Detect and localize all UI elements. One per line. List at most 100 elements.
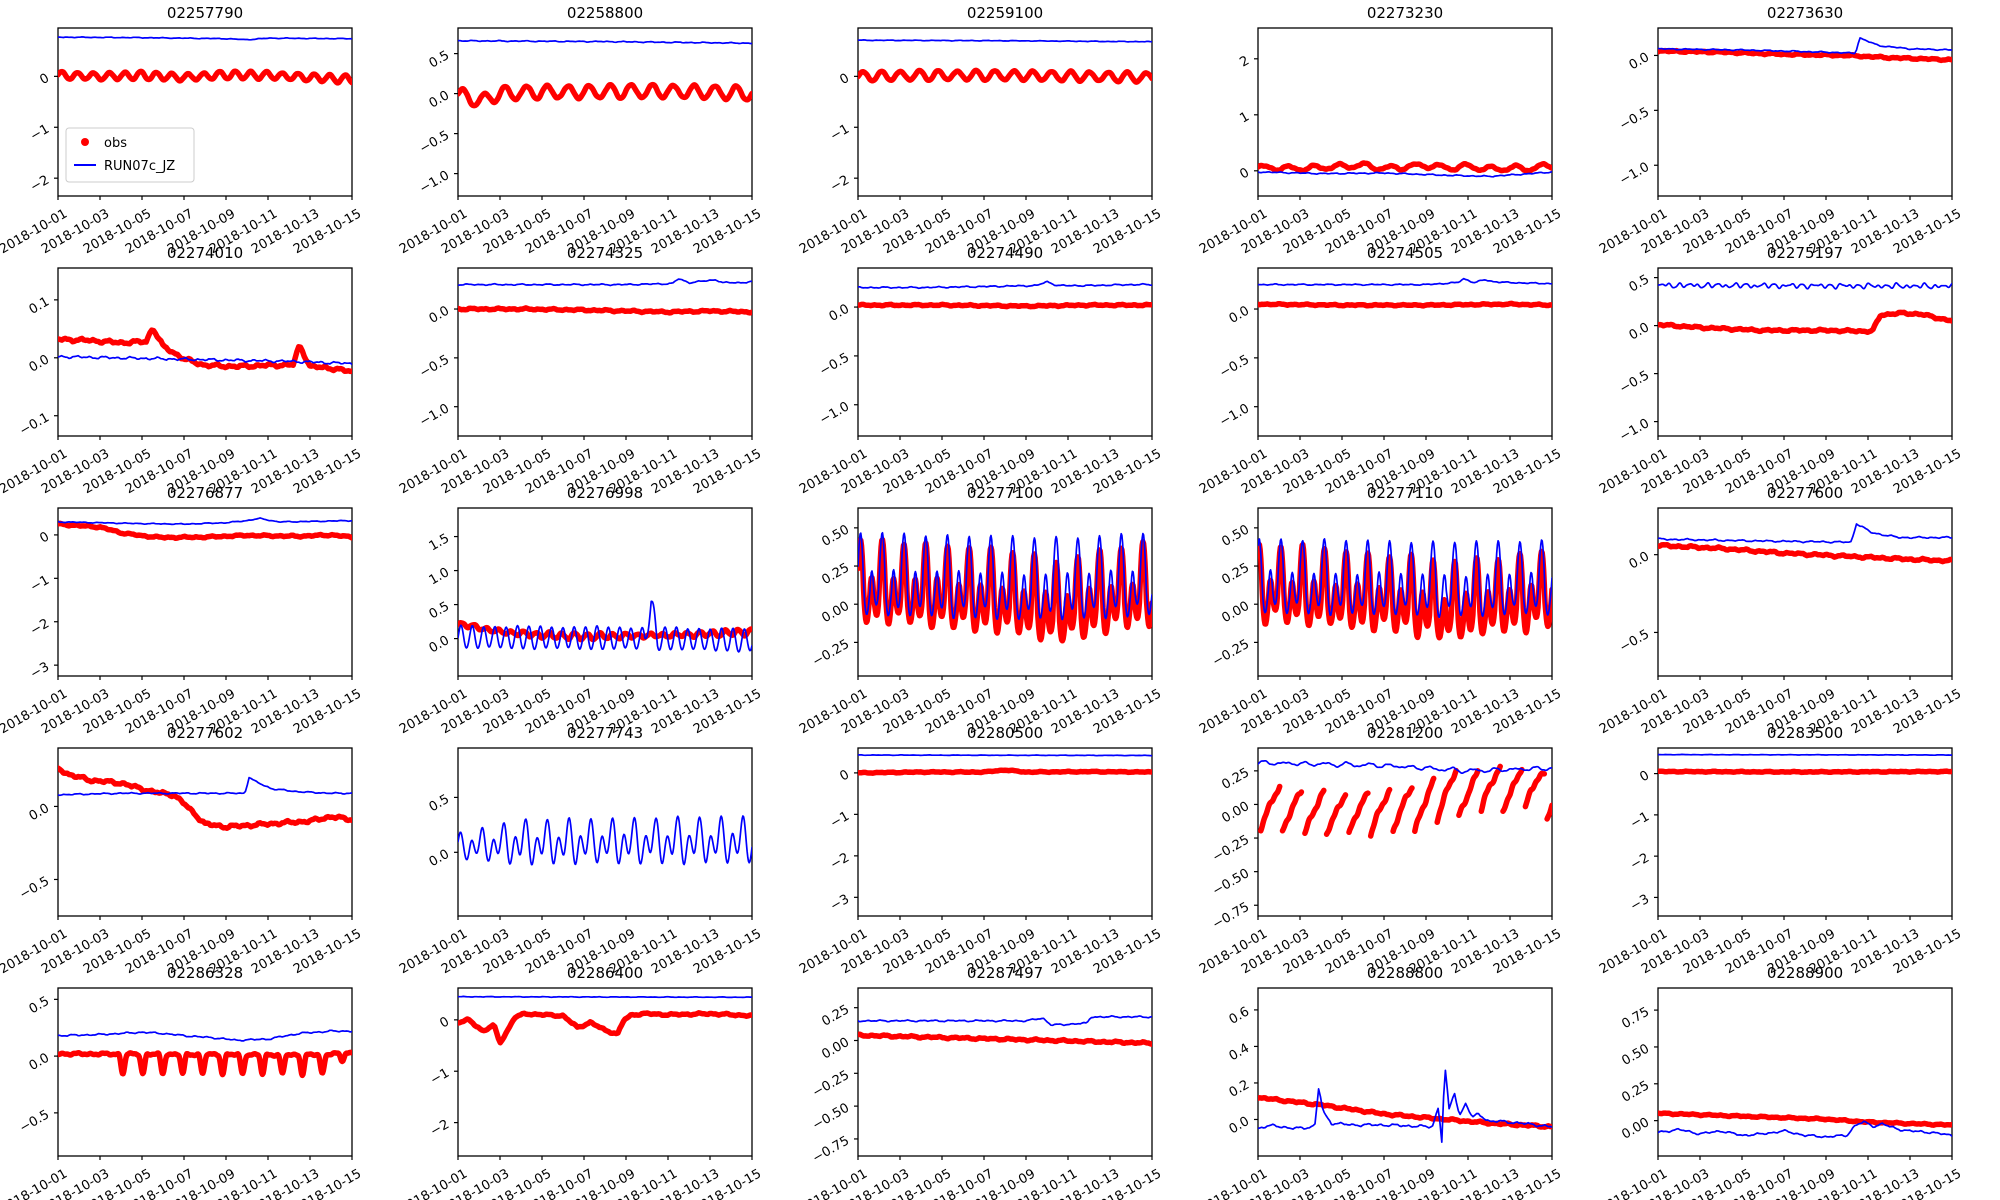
plot-area (58, 327, 352, 375)
model-series (1658, 37, 1952, 55)
axes-frame (1657, 987, 1953, 1157)
y-tick-label: −0.25 (810, 1068, 852, 1101)
axes-frame (1657, 507, 1953, 677)
y-tick-label: 0.2 (1227, 1077, 1252, 1100)
y-tick-label: 1.0 (427, 565, 452, 588)
plot-area (1258, 277, 1552, 309)
axes-frame (1657, 27, 1953, 197)
subplot-02273630: 022736302018-10-012018-10-032018-10-0520… (1597, 4, 1964, 257)
model-series (1258, 759, 1552, 775)
axes-frame (457, 987, 753, 1157)
y-tick-label: −1.0 (417, 401, 452, 430)
model-series (458, 815, 752, 866)
subplot-02259100: 022591002018-10-012018-10-032018-10-0520… (797, 4, 1164, 257)
y-tick-label: 0.0 (1227, 1114, 1252, 1137)
y-tick-label: 0 (1637, 768, 1652, 785)
subplot-02258800: 022588002018-10-012018-10-032018-10-0520… (397, 4, 764, 257)
plot-area (1658, 1110, 1952, 1139)
axes-frame (1257, 267, 1553, 437)
legend: obs RUN07c_JZ (65, 127, 195, 183)
subplot-title: 02257790 (167, 4, 243, 22)
y-tick-label: −1 (828, 122, 852, 145)
y-tick-label: 2 (1237, 53, 1252, 70)
obs-series (1658, 768, 1952, 776)
y-tick-label: 0.5 (427, 792, 452, 815)
y-tick-label: 0.0 (427, 88, 452, 111)
y-tick-label: −2 (28, 173, 52, 196)
subplot-02257790: 022577902018-10-012018-10-032018-10-0520… (0, 4, 364, 257)
y-tick-label: −2 (28, 616, 52, 639)
obs-series (58, 68, 352, 86)
axes-frame (857, 507, 1153, 677)
y-tick-label: 0.1 (27, 294, 52, 317)
y-tick-label: 0.0 (427, 847, 452, 870)
y-tick-label: −3 (1628, 892, 1652, 915)
model-series (1658, 282, 1952, 290)
subplot-title: 02274325 (567, 244, 643, 262)
y-tick-label: 0.0 (827, 302, 852, 325)
model-series (58, 1029, 352, 1042)
y-tick-label: −1.0 (1617, 416, 1652, 445)
subplot-02286400: 022864002018-10-012018-10-032018-10-0520… (397, 964, 764, 1200)
subplot-title: 02288800 (1367, 964, 1443, 982)
subplot-title: 02274490 (967, 244, 1043, 262)
subplot-title: 02286400 (567, 964, 643, 982)
axes-frame (1657, 267, 1953, 437)
y-tick-label: 0.75 (1619, 1005, 1652, 1032)
subplot-title: 02275197 (1767, 244, 1843, 262)
y-tick-label: 0.25 (1219, 765, 1252, 792)
subplot-title: 02283500 (1767, 724, 1843, 742)
subplot-02277602: 022776022018-10-012018-10-032018-10-0520… (0, 724, 364, 977)
subplot-02277100: 022771002018-10-012018-10-032018-10-0520… (797, 484, 1164, 737)
plot-area (58, 36, 352, 86)
y-tick-label: 0.00 (1219, 599, 1252, 626)
plot-area (1658, 753, 1952, 776)
subplot-title: 02274505 (1367, 244, 1443, 262)
axes-frame (1257, 987, 1553, 1157)
plot-area (858, 1014, 1152, 1047)
y-tick-label: −0.50 (1210, 866, 1252, 899)
axes-frame (57, 987, 353, 1157)
y-tick-label: 0 (37, 529, 52, 546)
subplot-title: 02280500 (967, 724, 1043, 742)
y-tick-label: −0.5 (17, 1107, 52, 1136)
subplot-title: 02286328 (167, 964, 243, 982)
obs-series (458, 305, 752, 316)
axes-frame (1257, 747, 1553, 917)
plot-area (1258, 160, 1552, 178)
subplot-02281200: 022812002018-10-012018-10-032018-10-0520… (1197, 724, 1564, 977)
plot-area (458, 600, 752, 653)
y-tick-label: 0.50 (1619, 1041, 1652, 1068)
obs-series (458, 81, 752, 109)
y-tick-label: 0.00 (1219, 799, 1252, 826)
model-series (458, 995, 752, 999)
axes-frame (857, 267, 1153, 437)
axes-frame (1657, 747, 1953, 917)
y-tick-label: 0.25 (819, 1002, 852, 1029)
y-tick-label: −1.0 (817, 399, 852, 428)
y-tick-label: −0.5 (1217, 352, 1252, 381)
axes-frame (457, 27, 753, 197)
model-series (858, 1014, 1152, 1027)
y-tick-label: 0.0 (1627, 320, 1652, 343)
y-tick-label: −1 (1628, 809, 1652, 832)
plot-area (1658, 282, 1952, 336)
y-tick-label: 0.25 (819, 561, 852, 588)
model-series (1258, 1069, 1552, 1143)
y-tick-label: −0.1 (17, 410, 52, 439)
subplot-02273230: 022732302018-10-012018-10-032018-10-0520… (1197, 4, 1564, 257)
y-tick-label: 0.6 (1227, 1004, 1252, 1027)
y-tick-label: −0.5 (417, 352, 452, 381)
y-tick-label: −1 (828, 809, 852, 832)
obs-series (858, 1031, 1152, 1047)
y-tick-label: 0.5 (27, 994, 52, 1017)
subplot-title: 02288900 (1767, 964, 1843, 982)
obs-series (1258, 541, 1552, 641)
y-tick-label: −1 (28, 122, 52, 145)
subplot-title: 02287497 (967, 964, 1043, 982)
obs-series (1258, 1095, 1552, 1130)
axes-frame (857, 987, 1153, 1157)
model-series (1258, 538, 1552, 619)
axes-frame (857, 27, 1153, 197)
